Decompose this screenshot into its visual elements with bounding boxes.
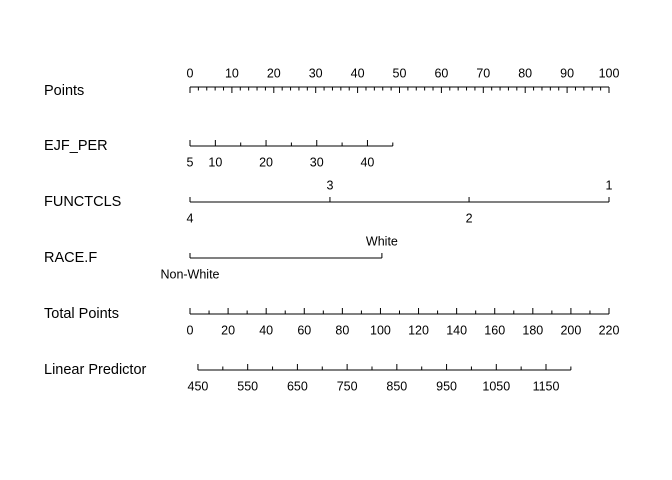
tick-label: 120 <box>408 323 429 337</box>
tick-label: 550 <box>237 379 258 393</box>
tick-label: 140 <box>446 323 467 337</box>
tick-label: 50 <box>393 66 407 80</box>
tick-label: 1150 <box>533 379 560 393</box>
tick-label: 20 <box>267 66 281 80</box>
tick-label: 950 <box>436 379 457 393</box>
level-label: 4 <box>187 211 194 225</box>
row-title: FUNCTCLS <box>44 194 121 210</box>
level-label: Non-White <box>160 267 219 281</box>
row-title: Total Points <box>44 306 119 322</box>
tick-label: 70 <box>476 66 490 80</box>
tick-label: 90 <box>560 66 574 80</box>
tick-label: 100 <box>370 323 391 337</box>
tick-label: 30 <box>310 155 324 169</box>
tick-label: 80 <box>518 66 532 80</box>
tick-label: 450 <box>188 379 209 393</box>
row-title: Points <box>44 83 84 99</box>
tick-label: 5 <box>187 155 194 169</box>
row-title: EJF_PER <box>44 138 108 154</box>
tick-label: 40 <box>360 155 374 169</box>
tick-label: 200 <box>560 323 581 337</box>
tick-label: 80 <box>335 323 349 337</box>
tick-label: 40 <box>259 323 273 337</box>
tick-label: 850 <box>386 379 407 393</box>
level-label: White <box>366 234 398 248</box>
tick-label: 20 <box>221 323 235 337</box>
tick-label: 220 <box>599 323 620 337</box>
tick-label: 20 <box>259 155 273 169</box>
tick-label: 180 <box>522 323 543 337</box>
tick-label: 60 <box>297 323 311 337</box>
level-label: 2 <box>466 211 473 225</box>
row-title: Linear Predictor <box>44 362 147 378</box>
tick-label: 160 <box>484 323 505 337</box>
tick-label: 0 <box>187 323 194 337</box>
tick-label: 60 <box>434 66 448 80</box>
tick-label: 40 <box>351 66 365 80</box>
tick-label: 0 <box>187 66 194 80</box>
tick-label: 10 <box>208 155 222 169</box>
tick-label: 100 <box>599 66 620 80</box>
tick-label: 650 <box>287 379 308 393</box>
level-label: 1 <box>606 178 613 192</box>
row-title: RACE.F <box>44 250 97 266</box>
tick-label: 750 <box>337 379 358 393</box>
level-label: 3 <box>326 178 333 192</box>
tick-label: 10 <box>225 66 239 80</box>
tick-label: 30 <box>309 66 323 80</box>
tick-label: 1050 <box>482 379 510 393</box>
